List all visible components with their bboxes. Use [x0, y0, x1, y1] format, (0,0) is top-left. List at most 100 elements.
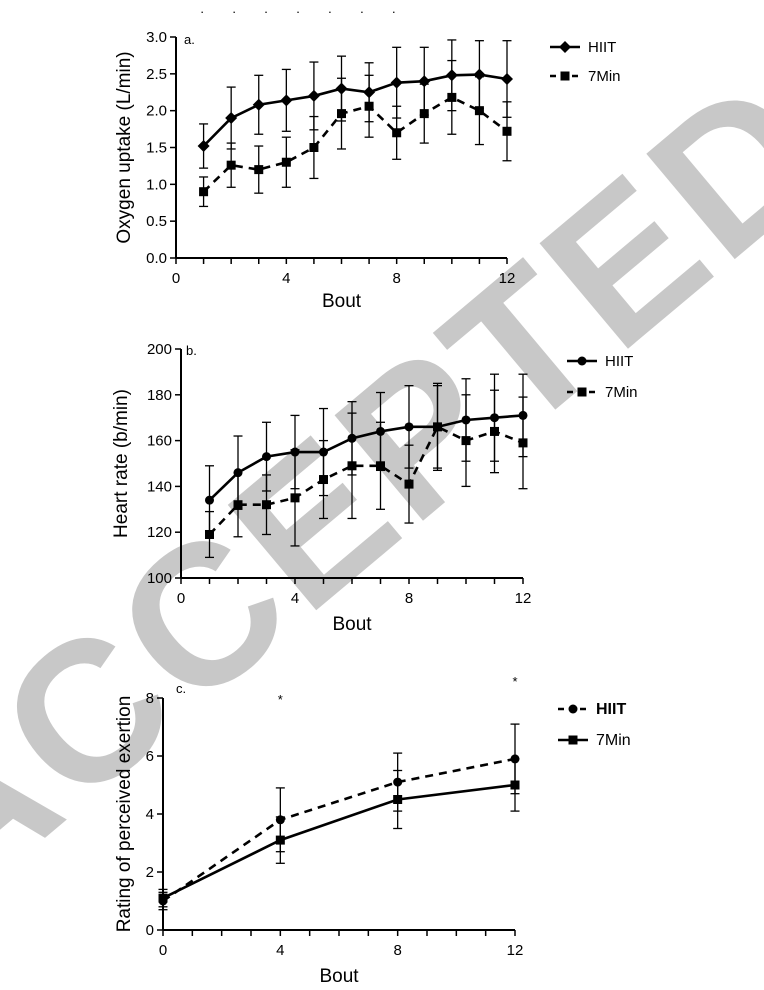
panel-label: c.: [176, 681, 186, 696]
x-tick-label: 8: [393, 942, 401, 959]
x-axis-label: Bout: [319, 966, 359, 987]
data-point: [447, 92, 457, 102]
legend-label: 7Min: [605, 384, 638, 401]
data-point: [262, 452, 271, 462]
x-axis-label: Bout: [322, 291, 362, 312]
y-tick-label: 6: [146, 748, 154, 765]
series-HIIT: [197, 39, 513, 169]
y-tick-label: 140: [147, 478, 172, 495]
chart-panel-1: 0.0 0.5 1.0 1.5 2.0 2.5 3.0 0 4 8 12 Bout Oxygen upt…: [114, 4, 621, 312]
data-point: [518, 438, 528, 448]
legend-entry: 7Min: [550, 68, 621, 85]
data-point: [275, 835, 285, 845]
data-point: [281, 157, 291, 167]
x-tick-label: 12: [507, 942, 524, 959]
legend-label: 7Min: [596, 732, 631, 749]
x-tick-label: 0: [172, 270, 180, 287]
x-tick-label: 12: [515, 590, 532, 607]
legend-entry: HIIT: [558, 701, 626, 718]
data-point: [364, 101, 374, 111]
legend-label: 7Min: [588, 68, 621, 85]
y-axis-label: Rating of perceived exertion: [114, 696, 135, 933]
y-tick-label: 2.0: [146, 103, 167, 120]
data-point: [501, 72, 513, 85]
legend-entry: HIIT: [567, 353, 633, 370]
y-axis-label: Heart rate (b/min): [111, 389, 132, 538]
legend-marker: [568, 735, 578, 745]
x-tick-label: 4: [291, 590, 299, 607]
data-point: [199, 187, 209, 197]
y-tick-label: 1.0: [146, 176, 167, 193]
data-point: [225, 112, 238, 125]
data-point: [262, 500, 271, 510]
series-7Min: [199, 59, 512, 208]
chart-panel-3: 0 2 4 6 8 0 4 8 12 Bout Rating of perceived exerti…: [114, 674, 631, 987]
series-line: [202, 95, 508, 193]
x-tick-label: 8: [405, 590, 413, 607]
data-point: [197, 140, 210, 153]
data-point: [461, 436, 471, 446]
legend-entry: HIIT: [550, 39, 616, 56]
y-tick-label: 2.5: [146, 66, 167, 83]
y-tick-label: 0: [146, 922, 154, 939]
data-point: [205, 529, 214, 539]
legend-marker: [560, 71, 570, 81]
data-point: [252, 98, 265, 111]
x-axis-label: Bout: [332, 614, 372, 635]
y-tick-label: 4: [146, 806, 154, 823]
series-7Min: [205, 382, 528, 559]
chart-panels: 0.0 0.5 1.0 1.5 2.0 2.5 3.0 0 4 8 12 Bout Oxygen upt…: [111, 4, 638, 987]
y-tick-label: 1.5: [146, 140, 167, 157]
series-line: [208, 425, 524, 536]
series-7Min: [158, 758, 520, 908]
chart-panel-2: 100 120 140 160 180 200 0 4 8 12 Bout Heart rate (b…: [111, 341, 638, 635]
series-line: [162, 757, 516, 903]
data-point: [158, 893, 168, 903]
legend-marker: [577, 387, 587, 397]
data-point: [392, 128, 402, 138]
data-point: [309, 143, 319, 152]
y-tick-label: 2: [146, 864, 154, 881]
y-tick-label: 100: [147, 570, 172, 587]
y-tick-label: 0.0: [146, 250, 167, 267]
y-axis-label: Oxygen uptake (L/min): [114, 51, 135, 243]
data-point: [393, 795, 403, 804]
data-point: [419, 109, 429, 119]
data-point: [254, 165, 264, 175]
legend-entry: 7Min: [567, 384, 638, 401]
y-tick-label: 8: [146, 690, 154, 707]
y-tick-label: 200: [147, 341, 172, 358]
data-point: [280, 94, 293, 107]
data-point: [205, 495, 214, 505]
data-point: [226, 160, 236, 170]
data-point: [290, 493, 300, 503]
legend-marker: [568, 704, 578, 714]
x-tick-label: 0: [159, 942, 167, 959]
data-point: [376, 461, 385, 471]
x-tick-label: 8: [392, 270, 400, 287]
data-point: [433, 422, 442, 432]
series-line: [162, 783, 516, 900]
data-point: [307, 89, 320, 102]
data-point: [347, 461, 357, 471]
panel-label: b.: [186, 343, 197, 358]
data-point: [510, 780, 520, 790]
x-tick-label: 0: [177, 590, 185, 607]
legend-marker: [559, 41, 571, 53]
data-point: [490, 426, 499, 436]
x-tick-label: 4: [276, 942, 284, 959]
significance-mark: *: [512, 674, 517, 689]
y-tick-label: 160: [147, 433, 172, 450]
series-line: [208, 414, 524, 502]
data-point: [502, 126, 512, 136]
y-tick-label: 180: [147, 387, 172, 404]
y-tick-label: 3.0: [146, 29, 167, 46]
significance-marks: · · · · · · ·: [200, 4, 408, 19]
significance-mark: *: [278, 692, 283, 707]
legend-label: HIIT: [596, 701, 626, 718]
y-tick-label: 120: [147, 524, 172, 541]
legend-marker: [577, 356, 587, 366]
data-point: [319, 475, 328, 485]
data-point: [404, 479, 414, 489]
